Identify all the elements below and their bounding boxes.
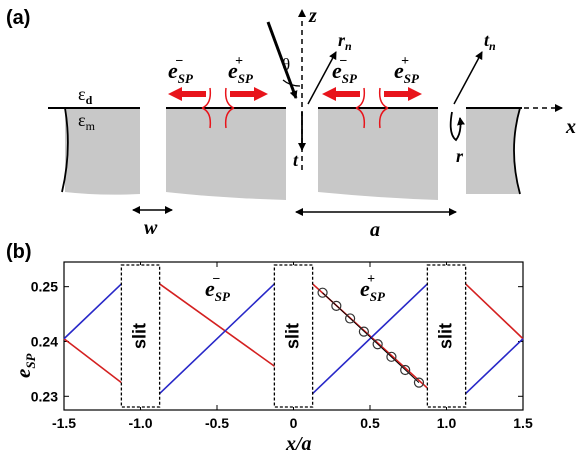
x-axis-label-b: x/a <box>285 433 312 455</box>
x-tick-label: 1.0 <box>437 415 457 431</box>
metal-edge-left <box>61 107 69 193</box>
eps-d-label: εd <box>78 84 93 107</box>
sp-field-curve <box>355 87 389 129</box>
esp-plus-label-a1: eSP+ <box>228 54 254 86</box>
a-label: a <box>370 219 380 241</box>
slit-label: slit <box>282 323 302 349</box>
marker-fit-line <box>322 292 420 383</box>
y-tick-label: 0.24 <box>31 333 58 349</box>
metal-edge-right <box>513 107 521 195</box>
sp-arrow-right-1 <box>230 87 268 101</box>
data-marker <box>317 287 328 298</box>
panel-b: (b) -1.5 -1.0 -0.5 0 0.5 1.0 1.5 0.23 0.24 0.25 sl… <box>6 241 533 455</box>
z-axis-label: z <box>308 5 317 27</box>
tn-arrow <box>453 51 483 105</box>
data-marker <box>358 326 369 337</box>
sp-field-curve <box>201 87 235 129</box>
x-tick-label: 0 <box>290 415 298 431</box>
tn-label: tn <box>484 30 496 53</box>
series-line <box>63 283 122 340</box>
reflected-arrow <box>307 51 337 105</box>
x-tick-label: 0.5 <box>360 415 380 431</box>
series-line <box>159 283 275 395</box>
slit-box <box>273 264 314 408</box>
metal-block-3 <box>318 108 438 200</box>
series-line <box>63 338 122 384</box>
x-tick-label: 1.5 <box>513 415 533 431</box>
slit-box <box>426 264 467 408</box>
slit-label: slit <box>129 323 149 349</box>
esp-minus-annotation: eSP− <box>205 272 231 304</box>
x-tick-label: -0.5 <box>205 415 229 431</box>
data-marker <box>372 339 383 350</box>
esp-minus-label-a2: eSP− <box>332 54 358 86</box>
data-marker <box>345 313 356 324</box>
series-line <box>312 283 428 395</box>
x-axis-label: x <box>565 116 576 138</box>
data-marker <box>400 364 411 376</box>
panel-b-label: (b) <box>6 241 32 263</box>
chart-area: -1.5 -1.0 -0.5 0 0.5 1.0 1.5 0.23 0.24 0.25 slit sl… <box>31 261 533 431</box>
t-label: t <box>293 150 299 170</box>
sp-arrow-right-2 <box>384 87 422 101</box>
x-tick-label: -1.5 <box>52 415 76 431</box>
data-marker <box>386 351 397 362</box>
panel-a-label: (a) <box>6 7 30 29</box>
slit-box <box>120 264 161 408</box>
x-tick-label: -1.0 <box>128 415 152 431</box>
sp-arrow-left-1 <box>168 87 206 101</box>
sp-arrow-left-2 <box>322 87 360 101</box>
r-label: r <box>456 146 464 166</box>
slit-label: slit <box>435 323 455 349</box>
r-curved-arrow <box>449 111 465 142</box>
incident-beam <box>266 21 298 99</box>
series-line <box>465 283 524 340</box>
theta-label: θ <box>282 55 290 74</box>
rn-label: rn <box>338 30 352 53</box>
esp-plus-label-a2: eSP+ <box>394 54 420 86</box>
y-tick-label: 0.23 <box>31 388 58 404</box>
data-marker <box>413 377 425 388</box>
theta-arc <box>282 79 301 87</box>
w-label: w <box>144 217 158 239</box>
series-line <box>465 338 524 395</box>
y-axis-label: eSP <box>11 352 38 378</box>
metal-block-4 <box>466 108 520 194</box>
esp-minus-label-a1: eSP− <box>168 54 194 86</box>
data-marker <box>331 300 342 311</box>
eps-m-label: εm <box>78 110 96 133</box>
panel-a: (a) x z εd εm θ t rn tn <box>6 5 576 241</box>
esp-plus-annotation: eSP+ <box>360 272 386 304</box>
metal-block-2 <box>166 108 286 200</box>
metal-block-1 <box>65 108 140 195</box>
y-tick-label: 0.25 <box>31 279 58 295</box>
